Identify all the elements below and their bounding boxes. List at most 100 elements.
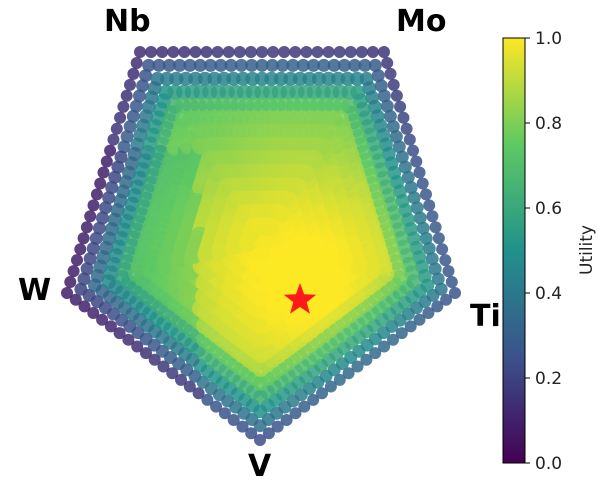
scatter-point xyxy=(307,58,320,72)
scatter-point xyxy=(407,191,421,205)
scatter-point xyxy=(436,243,449,256)
scatter-point xyxy=(166,367,179,380)
scatter-point xyxy=(404,320,417,333)
scatter-point xyxy=(139,332,153,346)
scatter-point xyxy=(386,120,400,133)
scatter-point xyxy=(83,252,97,266)
scatter-point xyxy=(152,58,166,72)
scatter-point xyxy=(167,84,183,100)
scatter-point xyxy=(173,58,187,72)
scatter-point xyxy=(439,254,452,267)
scatter-point xyxy=(133,128,148,143)
scatter-point xyxy=(319,369,333,383)
scatter-point xyxy=(80,221,93,234)
scatter-point xyxy=(89,231,103,245)
scatter-point xyxy=(404,181,418,194)
scatter-point xyxy=(236,420,249,433)
scatter-point xyxy=(278,46,291,58)
scatter-point xyxy=(380,99,394,113)
scatter-point xyxy=(298,400,311,413)
scatter-point xyxy=(374,79,388,93)
scatter-point xyxy=(383,109,397,123)
scatter-point xyxy=(67,265,80,278)
scatter-point xyxy=(344,46,357,58)
colorbar-tick-label: 0.2 xyxy=(535,369,562,389)
scatter-point xyxy=(428,262,442,276)
scatter-point xyxy=(351,360,364,373)
scatter-points xyxy=(61,46,461,446)
scatter-point xyxy=(114,150,128,164)
colorbar-tick-label: 0.4 xyxy=(535,284,562,304)
scatter-point xyxy=(401,170,415,184)
scatter-point xyxy=(218,407,231,420)
scatter-point xyxy=(342,367,355,380)
scatter-point xyxy=(99,201,113,215)
scatter-point xyxy=(105,181,119,194)
scatter-point xyxy=(383,196,399,212)
scatter-point xyxy=(145,127,161,143)
scatter-point xyxy=(378,46,390,58)
scatter-point xyxy=(110,203,125,218)
scatter-point xyxy=(286,58,300,72)
scatter-point xyxy=(280,414,293,426)
scatter-point xyxy=(410,201,424,215)
scatter-point xyxy=(251,204,270,223)
scatter-point xyxy=(395,150,409,164)
scatter-point xyxy=(378,340,391,353)
scatter-point xyxy=(390,301,404,316)
scatter-point xyxy=(271,420,284,433)
scatter-point xyxy=(413,166,426,179)
scatter-point xyxy=(449,287,461,299)
vertex-label-mo: Mo xyxy=(396,4,446,39)
scatter-point xyxy=(96,313,109,326)
scatter-point xyxy=(410,155,423,168)
scatter-point xyxy=(276,58,290,72)
scatter-point xyxy=(210,400,223,413)
scatter-point xyxy=(115,313,129,327)
scatter-point xyxy=(324,380,337,393)
scatter-point xyxy=(426,210,439,223)
scatter-point xyxy=(434,282,448,296)
scatter-point xyxy=(90,269,105,283)
scatter-point xyxy=(183,380,196,393)
scatter-point xyxy=(78,300,91,313)
scatter-point xyxy=(270,406,284,420)
scatter-point xyxy=(262,427,275,440)
scatter-point xyxy=(254,434,266,446)
scatter-point xyxy=(87,307,100,319)
scatter-point xyxy=(316,387,328,400)
scatter-point xyxy=(90,295,104,309)
scatter-point xyxy=(384,67,397,80)
scatter-point xyxy=(255,58,269,72)
scatter-point xyxy=(360,353,373,366)
scatter-point xyxy=(71,254,83,267)
colorbar-tick-label: 1.0 xyxy=(535,29,562,49)
scatter-point xyxy=(429,221,442,234)
scatter-point xyxy=(442,265,455,278)
scatter-point xyxy=(333,373,346,386)
scatter-point xyxy=(122,205,138,221)
scatter-point xyxy=(407,144,419,157)
best-point-layer xyxy=(283,283,317,314)
scatter-point xyxy=(368,58,382,72)
vertex-label-nb: Nb xyxy=(104,4,151,39)
scatter-point xyxy=(413,211,427,225)
scatter-point xyxy=(139,69,153,83)
scatter-point xyxy=(139,109,154,124)
scatter-point xyxy=(388,213,404,229)
scatter-point xyxy=(192,387,205,400)
scatter-point xyxy=(131,340,144,353)
scatter-point xyxy=(267,46,280,58)
scatter-point xyxy=(265,58,279,72)
scatter-point xyxy=(333,46,346,58)
colorbar-ticks: 0.0 0.2 0.4 0.6 0.8 1.0 xyxy=(525,29,562,474)
scatter-point xyxy=(413,313,426,326)
scatter-point xyxy=(416,221,430,235)
scatter-point xyxy=(200,46,213,58)
scatter-point xyxy=(425,252,439,266)
scatter-point xyxy=(97,166,110,179)
scatter-point xyxy=(222,46,235,58)
scatter-point xyxy=(300,46,313,58)
scatter-point xyxy=(92,221,106,235)
scatter-point xyxy=(104,144,117,157)
